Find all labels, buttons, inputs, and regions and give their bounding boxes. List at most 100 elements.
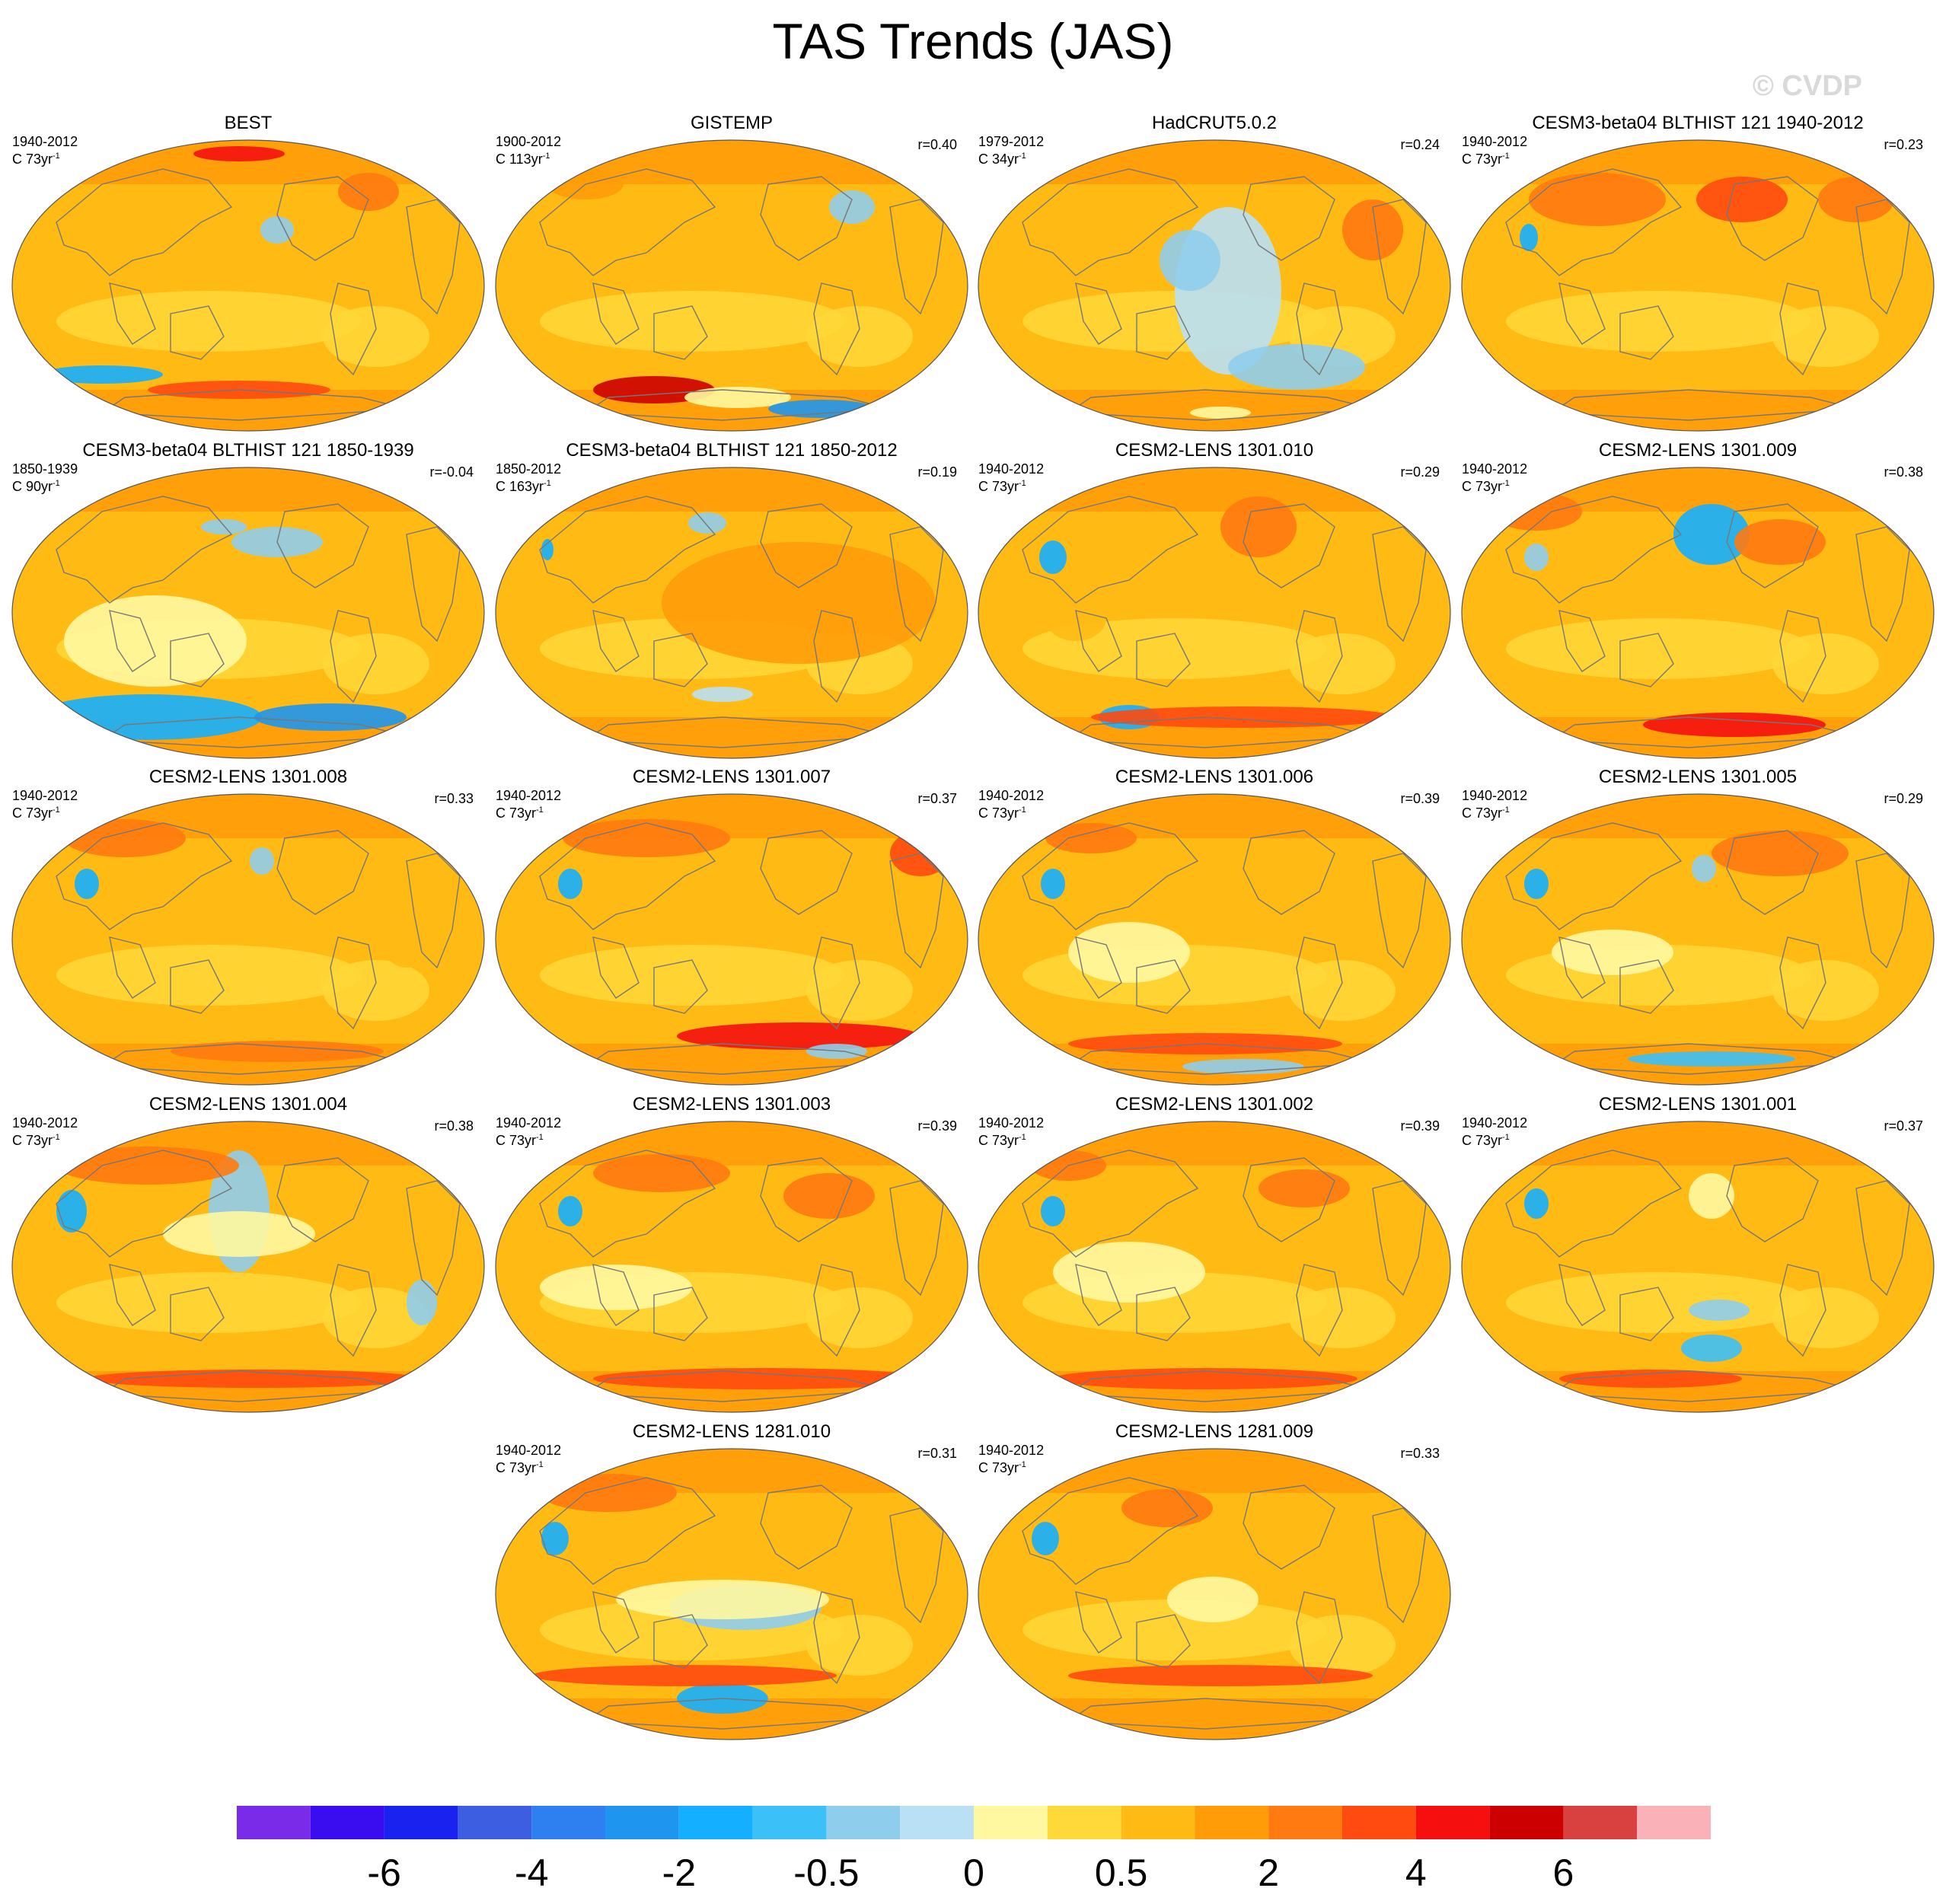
map-border: [11, 793, 485, 1086]
coastline: [276, 1157, 369, 1242]
panel-units-exponent: -1: [1502, 151, 1510, 161]
coastline: [1558, 936, 1606, 999]
trend-patch: [558, 1196, 582, 1226]
panel-units-exponent: -1: [536, 1133, 544, 1142]
coastline: [1075, 610, 1122, 672]
coastline: [813, 282, 860, 376]
coastline: [170, 305, 225, 360]
trend-patch: [768, 400, 875, 418]
trend-patch: [1190, 407, 1251, 419]
trend-map: [978, 1448, 1451, 1740]
coastline: [1372, 1180, 1427, 1296]
colorbar-box: [752, 1806, 827, 1839]
panel-units-exponent: -1: [536, 1460, 544, 1469]
panel-title: CESM2-LENS 1301.009: [1598, 440, 1798, 461]
panel-units: C 73yr-1: [1462, 148, 1510, 167]
panel-title: CESM2-LENS 1301.010: [1115, 440, 1314, 461]
colorbar-tick-label: 0.5: [1094, 1851, 1148, 1894]
coastline: [1075, 1264, 1122, 1326]
coastline: [1243, 503, 1335, 588]
map-panel: CESM2-LENS 1281.009 1940-2012 C 73yr-1 r=0.…: [977, 1421, 1452, 1741]
coastline: [1779, 610, 1826, 703]
trend-patch: [64, 595, 247, 687]
trend-patch: [1692, 855, 1716, 882]
colorbar-box: [1268, 1806, 1342, 1839]
panel-title: CESM2-LENS 1301.001: [1598, 1094, 1798, 1115]
panel-units-exponent: -1: [1019, 151, 1026, 161]
coastline: [1136, 1614, 1191, 1669]
coastline: [760, 503, 853, 588]
panel-correlation: r=0.33: [1400, 1446, 1440, 1461]
trend-patch: [384, 922, 429, 968]
coastline: [760, 176, 853, 261]
map-panel: CESM2-LENS 1301.001 1940-2012 C 73yr-1 r=0.…: [1460, 1094, 1935, 1414]
panel-title: CESM2-LENS 1281.009: [1115, 1421, 1314, 1442]
colorbar-tick-label: 4: [1405, 1851, 1427, 1894]
colorbar-box: [900, 1806, 974, 1839]
panel-period: 1940-2012: [12, 788, 78, 803]
trend-patch: [1053, 1242, 1205, 1303]
trend-patch: [1712, 831, 1849, 876]
colorbar-box: [1489, 1806, 1564, 1839]
trend-patch: [1559, 1370, 1742, 1388]
panel-period: 1940-2012: [1462, 788, 1528, 803]
trend-patch: [688, 512, 726, 534]
panel-correlation: r=0.24: [1400, 137, 1440, 152]
trend-patch: [1643, 713, 1826, 737]
coastline: [1296, 282, 1343, 376]
coastline: [109, 936, 156, 999]
trend-map: [978, 793, 1451, 1086]
coastline: [1726, 176, 1819, 261]
trend-patch: [1053, 199, 1144, 245]
map-panel: CESM2-LENS 1301.004 1940-2012 C 73yr-1 r=0.…: [11, 1094, 486, 1414]
panel-units-text: C 90yr: [12, 479, 53, 494]
colorbar-box: [1047, 1806, 1121, 1839]
coastline: [1022, 822, 1199, 930]
coastline: [813, 610, 860, 703]
panel-units-exponent: -1: [53, 805, 60, 815]
trend-patch: [1041, 869, 1065, 899]
panel-correlation: r=0.40: [917, 137, 957, 152]
coastline: [539, 496, 716, 604]
trend-patch: [1259, 1169, 1350, 1207]
map-border: [495, 139, 968, 432]
trend-map: [495, 1448, 968, 1740]
panel-period: 1940-2012: [1462, 1115, 1528, 1131]
colorbar-box: [1195, 1806, 1269, 1839]
panel-units-exponent: -1: [542, 151, 550, 161]
coastline: [1296, 610, 1343, 703]
coastline: [406, 199, 461, 315]
trend-patch: [593, 1368, 928, 1389]
panel-units: C 73yr-1: [496, 1457, 544, 1475]
coastline: [56, 496, 233, 604]
coastline: [1075, 936, 1122, 999]
coastline: [760, 1157, 853, 1242]
trend-patch: [171, 1041, 384, 1062]
panel-period: 1979-2012: [978, 134, 1045, 149]
coastline: [653, 1287, 708, 1341]
panel-units-text: C 34yr: [978, 151, 1019, 167]
panel-title: CESM2-LENS 1301.006: [1115, 767, 1314, 787]
panel-units-exponent: -1: [1019, 479, 1026, 488]
coastline: [276, 176, 369, 261]
trend-patch: [1818, 177, 1894, 222]
coastline: [56, 168, 233, 276]
coastline: [1243, 176, 1335, 261]
coastline: [1855, 199, 1910, 315]
trend-patch: [1039, 541, 1067, 574]
trend-patch: [1689, 1300, 1750, 1321]
panel-units: C 73yr-1: [12, 148, 60, 167]
coastline: [813, 1264, 860, 1357]
colorbar-tick-label: -6: [367, 1851, 401, 1894]
trend-map: [978, 139, 1451, 432]
trend-patch: [1689, 1173, 1734, 1219]
panel-units: C 90yr-1: [12, 476, 60, 494]
coastline: [1136, 1287, 1191, 1341]
panel-units: C 73yr-1: [12, 802, 60, 821]
panel-units: C 163yr-1: [496, 476, 551, 494]
coastline: [889, 199, 944, 315]
panel-period: 1940-2012: [978, 1115, 1045, 1131]
coastline: [1075, 282, 1122, 345]
trend-patch: [1734, 519, 1826, 565]
panel-title: CESM2-LENS 1301.005: [1598, 767, 1798, 787]
